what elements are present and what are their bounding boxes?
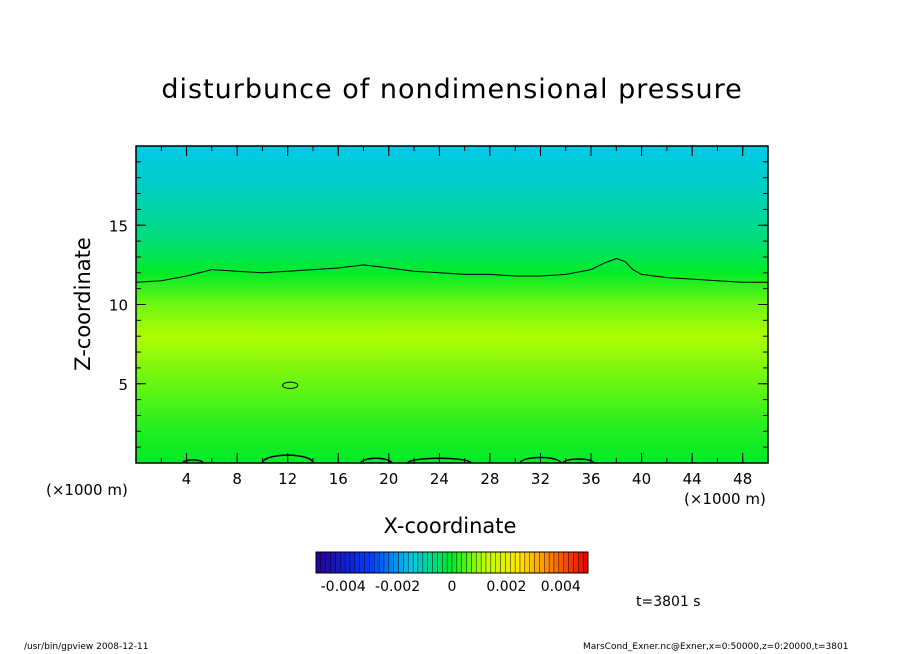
colorbar-cell bbox=[485, 551, 492, 574]
colorbar-tick-label: 0.002 bbox=[486, 579, 526, 595]
chart-title: disturbunce of nondimensional pressure bbox=[161, 74, 743, 105]
colorbar-cell bbox=[359, 551, 365, 574]
colorbar-cell bbox=[417, 551, 424, 574]
x-tick-label: 4 bbox=[182, 470, 192, 488]
colorbar-cell bbox=[408, 551, 414, 574]
small-contour bbox=[282, 381, 299, 390]
small-contour bbox=[360, 457, 393, 464]
x-tick-label: 36 bbox=[581, 470, 600, 488]
colorbar-cell bbox=[476, 551, 482, 574]
colorbar-cell bbox=[432, 551, 438, 574]
colorbar-cell bbox=[582, 551, 589, 574]
colorbar-tick-label: 0 bbox=[448, 579, 457, 595]
footer-right: MarsCond_Exner.nc@Exner,x=0:50000,z=0:20… bbox=[583, 642, 849, 652]
colorbar-cell bbox=[446, 551, 453, 574]
colorbar-cell bbox=[325, 551, 331, 574]
colorbar-cell bbox=[490, 551, 496, 574]
colorbar-cell bbox=[315, 551, 322, 574]
colorbar-cell bbox=[563, 551, 569, 574]
x-tick-label: 16 bbox=[329, 470, 348, 488]
colorbar-cell bbox=[524, 551, 530, 574]
colorbar-cell bbox=[378, 551, 385, 574]
x-axis-label: X-coordinate bbox=[383, 514, 517, 538]
colorbar-cell bbox=[320, 551, 326, 574]
x-tick-label: 12 bbox=[278, 470, 297, 488]
colorbar-cell bbox=[451, 551, 458, 574]
colorbar-cell bbox=[558, 551, 564, 574]
footer-left: /usr/bin/gpview 2008-12-11 bbox=[24, 642, 149, 652]
small-contour bbox=[182, 459, 204, 464]
colorbar-cell bbox=[369, 551, 375, 574]
y-tick-label: 10 bbox=[109, 297, 128, 315]
colorbar-cell bbox=[534, 551, 540, 574]
colorbar-cell bbox=[471, 551, 477, 574]
colorbar-cell bbox=[480, 551, 487, 574]
small-contour bbox=[562, 458, 595, 464]
colorbar-cell bbox=[495, 551, 501, 574]
colorbar-cell bbox=[500, 551, 506, 574]
x-tick-label: 32 bbox=[531, 470, 550, 488]
colorbar-cell bbox=[383, 551, 390, 574]
x-tick-label: 28 bbox=[480, 470, 499, 488]
colorbar-cell bbox=[437, 551, 443, 574]
colorbar-cell bbox=[422, 551, 428, 574]
colorbar-cell bbox=[568, 551, 574, 574]
y-tick-label: 5 bbox=[118, 376, 128, 394]
colorbar-cell bbox=[510, 551, 516, 574]
colorbar-cell bbox=[461, 551, 467, 574]
x-tick-label: 8 bbox=[232, 470, 242, 488]
colorbar-cell bbox=[505, 551, 511, 574]
y-axis-label: Z-coordinate bbox=[71, 237, 95, 371]
x-tick-label: 40 bbox=[632, 470, 651, 488]
colorbar-cell bbox=[529, 551, 535, 574]
colorbar-cell bbox=[340, 551, 346, 574]
colorbar-cell bbox=[344, 551, 351, 574]
y-tick-label: 15 bbox=[109, 217, 128, 235]
colorbar-cell bbox=[393, 551, 399, 574]
colorbar-frame bbox=[315, 551, 589, 574]
colorbar-cell bbox=[364, 551, 370, 574]
colorbar-cell bbox=[442, 551, 448, 574]
colorbar-cell bbox=[519, 551, 526, 574]
x-tick-label: 48 bbox=[733, 470, 752, 488]
colorbar-cell bbox=[578, 551, 584, 574]
x-unit-right: (×1000 m) bbox=[684, 490, 766, 508]
time-annotation: t=3801 s bbox=[636, 594, 701, 610]
colorbar-cell bbox=[427, 551, 433, 574]
colorbar-cell bbox=[514, 551, 521, 574]
colorbar-cell bbox=[335, 551, 341, 574]
colorbar-cell bbox=[349, 551, 356, 574]
x-unit-left: (×1000 m) bbox=[46, 481, 128, 499]
colorbar-cell bbox=[539, 551, 545, 574]
colorbar-cell bbox=[553, 551, 560, 574]
colorbar-cell bbox=[544, 551, 550, 574]
colorbar-cell bbox=[548, 551, 555, 574]
x-tick-label: 24 bbox=[430, 470, 449, 488]
colorbar-cell bbox=[573, 551, 579, 574]
zero-contour-line bbox=[135, 257, 768, 283]
colorbar-cell bbox=[354, 551, 360, 574]
colorbar-tick-label: 0.004 bbox=[541, 579, 581, 595]
x-tick-label: 20 bbox=[379, 470, 398, 488]
colorbar-tick-label: -0.002 bbox=[375, 579, 420, 595]
colorbar-cell bbox=[412, 551, 419, 574]
colorbar-cell bbox=[456, 551, 462, 574]
field-fill bbox=[136, 146, 768, 463]
colorbar-cell bbox=[466, 551, 472, 574]
colorbar-cell bbox=[403, 551, 409, 574]
colorbar-cell bbox=[374, 551, 380, 574]
colorbar-cell bbox=[388, 551, 394, 574]
x-tick-label: 44 bbox=[683, 470, 702, 488]
colorbar-tick-label: -0.004 bbox=[321, 579, 366, 595]
colorbar-cell bbox=[398, 551, 404, 574]
colorbar-cell bbox=[330, 551, 336, 574]
